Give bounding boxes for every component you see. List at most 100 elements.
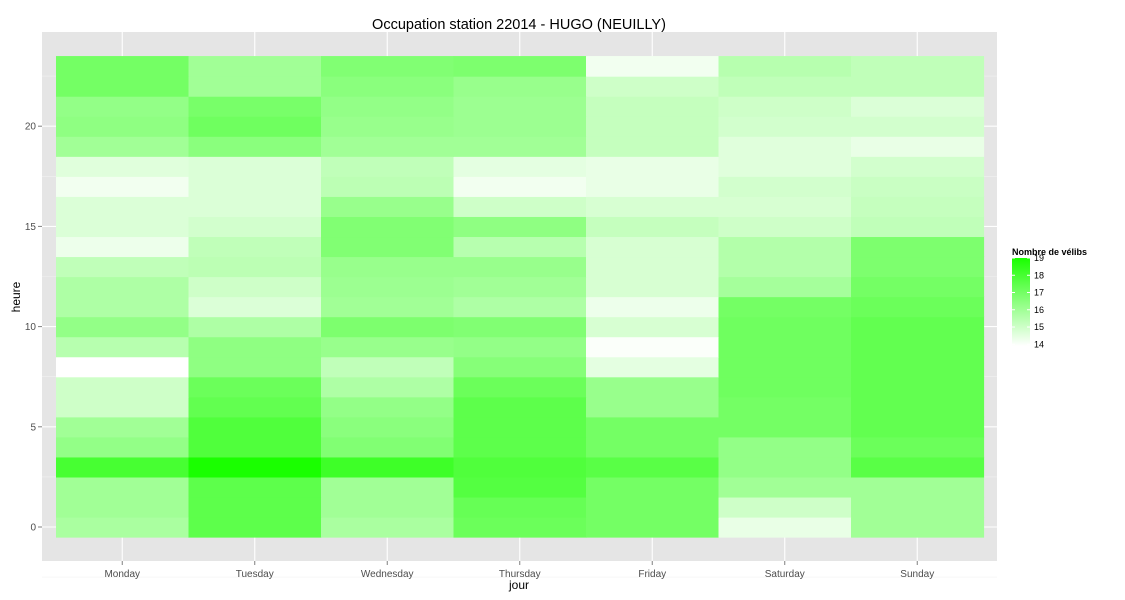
heatmap-tile [56, 296, 190, 318]
heatmap-tile [851, 56, 985, 77]
heatmap-tile [321, 76, 455, 97]
heatmap-tile [851, 116, 985, 137]
heatmap-tile [56, 456, 190, 478]
heatmap-tile [718, 136, 852, 157]
y-axis-ticks: 0 5 10 15 20 [25, 122, 42, 534]
heatmap-tile [453, 296, 587, 318]
heatmap-tile [718, 416, 852, 438]
heatmap-tile [851, 96, 985, 117]
heatmap-tile [56, 356, 190, 378]
heatmap-tile [321, 196, 455, 217]
heatmap-tile [851, 296, 985, 318]
heatmap-tile [56, 256, 190, 278]
heatmap-tile [718, 376, 852, 398]
heatmap-tile [56, 176, 190, 197]
y-tick-label: 15 [25, 222, 37, 233]
heatmap-tile [718, 396, 852, 418]
heatmap-tile [453, 396, 587, 418]
heatmap-tile [586, 376, 720, 398]
heatmap-tile [188, 196, 322, 217]
heatmap-tile [586, 136, 720, 157]
heatmap-tile [453, 476, 587, 498]
heatmap-tile [56, 316, 190, 338]
heatmap-tile [586, 56, 720, 77]
heatmap-tile [453, 236, 587, 258]
heatmap-tile [188, 436, 322, 458]
heatmap-tile [56, 136, 190, 157]
heatmap-tile [188, 456, 322, 478]
heatmap-tile [188, 56, 322, 77]
heatmap-tile [453, 76, 587, 97]
heatmap-tile [586, 156, 720, 177]
heatmap-tile [453, 196, 587, 217]
heatmap-tile [586, 476, 720, 498]
y-axis-label: heure [9, 281, 23, 312]
heatmap-tile [56, 436, 190, 458]
heatmap-tile [56, 496, 190, 518]
heatmap-tile [851, 256, 985, 278]
heatmap-tile [321, 496, 455, 518]
heatmap-tile [586, 116, 720, 137]
heatmap-tile [851, 356, 985, 378]
heatmap-tile [321, 176, 455, 197]
heatmap-tile [453, 156, 587, 177]
heatmap-tile [851, 276, 985, 298]
heatmap-tile [453, 436, 587, 458]
heatmap-tile [718, 336, 852, 358]
heatmap-tile [188, 356, 322, 378]
color-legend: Nombre de vélibs 19 18 17 16 15 14 [1012, 247, 1087, 349]
heatmap-tile [718, 76, 852, 97]
heatmap-tile [453, 516, 587, 538]
heatmap-tile [851, 496, 985, 518]
heatmap-tile [851, 516, 985, 538]
heatmap-tile [851, 236, 985, 258]
heatmap-tile [718, 276, 852, 298]
heatmap-tile [453, 336, 587, 358]
heatmap-tile [188, 96, 322, 117]
heatmap-tile [586, 436, 720, 458]
heatmap-tile [851, 156, 985, 177]
heatmap-tile [718, 316, 852, 338]
heatmap-tile [321, 296, 455, 318]
heatmap-tile [718, 116, 852, 137]
heatmap-tile [321, 56, 455, 77]
legend-tick-label: 14 [1034, 339, 1044, 349]
heatmap-tile [56, 396, 190, 418]
heatmap-tile [188, 176, 322, 197]
heatmap-tile [56, 516, 190, 538]
y-tick-label: 0 [30, 523, 36, 534]
heatmap-tile [851, 416, 985, 438]
x-tick-label: Sunday [900, 569, 934, 580]
heatmap-tile [586, 356, 720, 378]
x-tick-label: Tuesday [236, 569, 274, 580]
y-tick-label: 20 [25, 122, 37, 133]
heatmap-tile [188, 216, 322, 238]
heatmap-tile [453, 276, 587, 298]
heatmap-tile [56, 96, 190, 117]
heatmap-tile [851, 216, 985, 238]
heatmap-tile [718, 96, 852, 117]
x-tick-label: Thursday [499, 569, 541, 580]
heatmap-tile [188, 476, 322, 498]
heatmap-tile [188, 116, 322, 137]
heatmap-tile [188, 416, 322, 438]
heatmap-tile [586, 456, 720, 478]
heatmap-tile [453, 256, 587, 278]
heatmap-tile [321, 136, 455, 157]
heatmap-tile [851, 76, 985, 97]
heatmap-tile [188, 156, 322, 177]
heatmap-tile [718, 456, 852, 478]
heatmap-tile [56, 476, 190, 498]
heatmap-tile [188, 516, 322, 538]
heatmap-tile [56, 236, 190, 258]
heatmap-tile [453, 496, 587, 518]
heatmap-tile [453, 416, 587, 438]
heatmap-tile [851, 456, 985, 478]
heatmap-tile [453, 56, 587, 77]
heatmap-tile [851, 376, 985, 398]
heatmap-tile [188, 316, 322, 338]
heatmap-tile [718, 476, 852, 498]
legend-tick-label: 19 [1034, 253, 1044, 263]
heatmap-tile [718, 216, 852, 238]
